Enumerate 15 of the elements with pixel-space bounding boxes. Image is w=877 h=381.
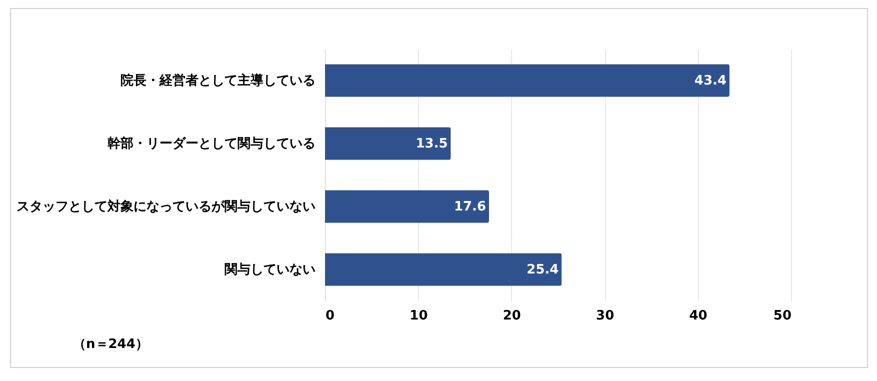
x-tick-label: 0 [326,308,335,324]
data-label: 25.4 [526,262,559,278]
x-tick-label: 10 [410,308,428,324]
x-tick-label: 30 [596,308,614,324]
text: （n＝244） [73,336,148,353]
x-tick-label: 50 [773,308,792,324]
data-label: 17.6 [454,200,486,214]
y-tick-label: 関与していない [224,262,316,278]
data-label: 43.4 [694,74,726,88]
y-tick-label: 院長・経営者として主導している [120,72,316,88]
y-tick-label: スタッフとして対象になっているが関与していない [16,198,316,214]
x-tick-label: 20 [502,308,521,324]
data-label: 13.5 [416,136,448,152]
x-tick-label: 40 [689,308,708,324]
y-tick-label: 幹部・リーダーとして関与している [108,136,316,152]
